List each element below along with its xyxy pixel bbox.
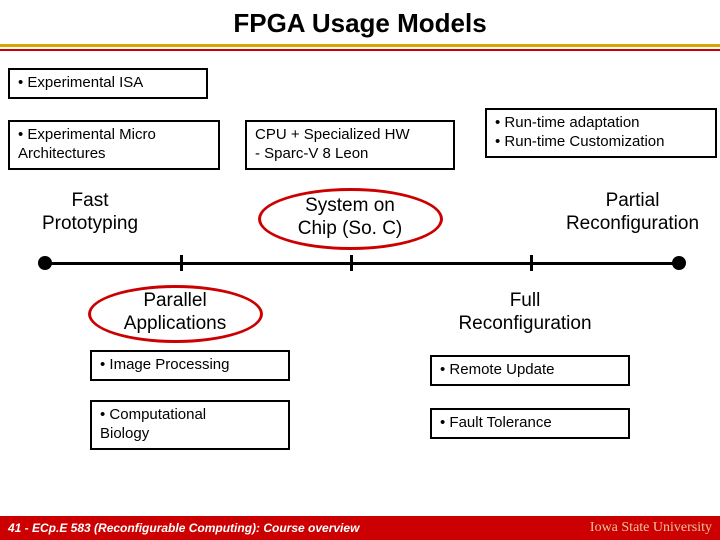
timeline-endpoint	[38, 256, 52, 270]
box-experimental-micro: • Experimental Micro Architectures	[8, 120, 220, 170]
footer-right: Iowa State University	[590, 520, 712, 536]
title-rule-1	[0, 44, 720, 47]
box-fault-tolerance: • Fault Tolerance	[430, 408, 630, 439]
box-computational-bio: • Computational Biology	[90, 400, 290, 450]
box-remote-update: • Remote Update	[430, 355, 630, 386]
footer-bar: 41 - ECp.E 583 (Reconfigurable Computing…	[0, 516, 720, 540]
label-partial-reconfig: PartialReconfiguration	[545, 190, 720, 236]
box-image-processing: • Image Processing	[90, 350, 290, 381]
timeline-tick	[180, 255, 183, 271]
oval-soc	[258, 188, 443, 250]
box-experimental-isa: • Experimental ISA	[8, 68, 208, 99]
title-rule-2	[0, 49, 720, 51]
footer-left: 41 - ECp.E 583 (Reconfigurable Computing…	[8, 521, 359, 535]
timeline-tick	[530, 255, 533, 271]
timeline-bar	[40, 262, 680, 265]
slide-title: FPGA Usage Models	[0, 8, 720, 39]
timeline-tick	[350, 255, 353, 271]
oval-parallel	[88, 285, 263, 343]
box-cpu-specialized: CPU + Specialized HW - Sparc-V 8 Leon	[245, 120, 455, 170]
label-fast-prototyping: FastPrototyping	[20, 190, 160, 236]
timeline-endpoint	[672, 256, 686, 270]
box-runtime: • Run-time adaptation• Run-time Customiz…	[485, 108, 717, 158]
label-full-reconfig: FullReconfiguration	[440, 290, 610, 336]
